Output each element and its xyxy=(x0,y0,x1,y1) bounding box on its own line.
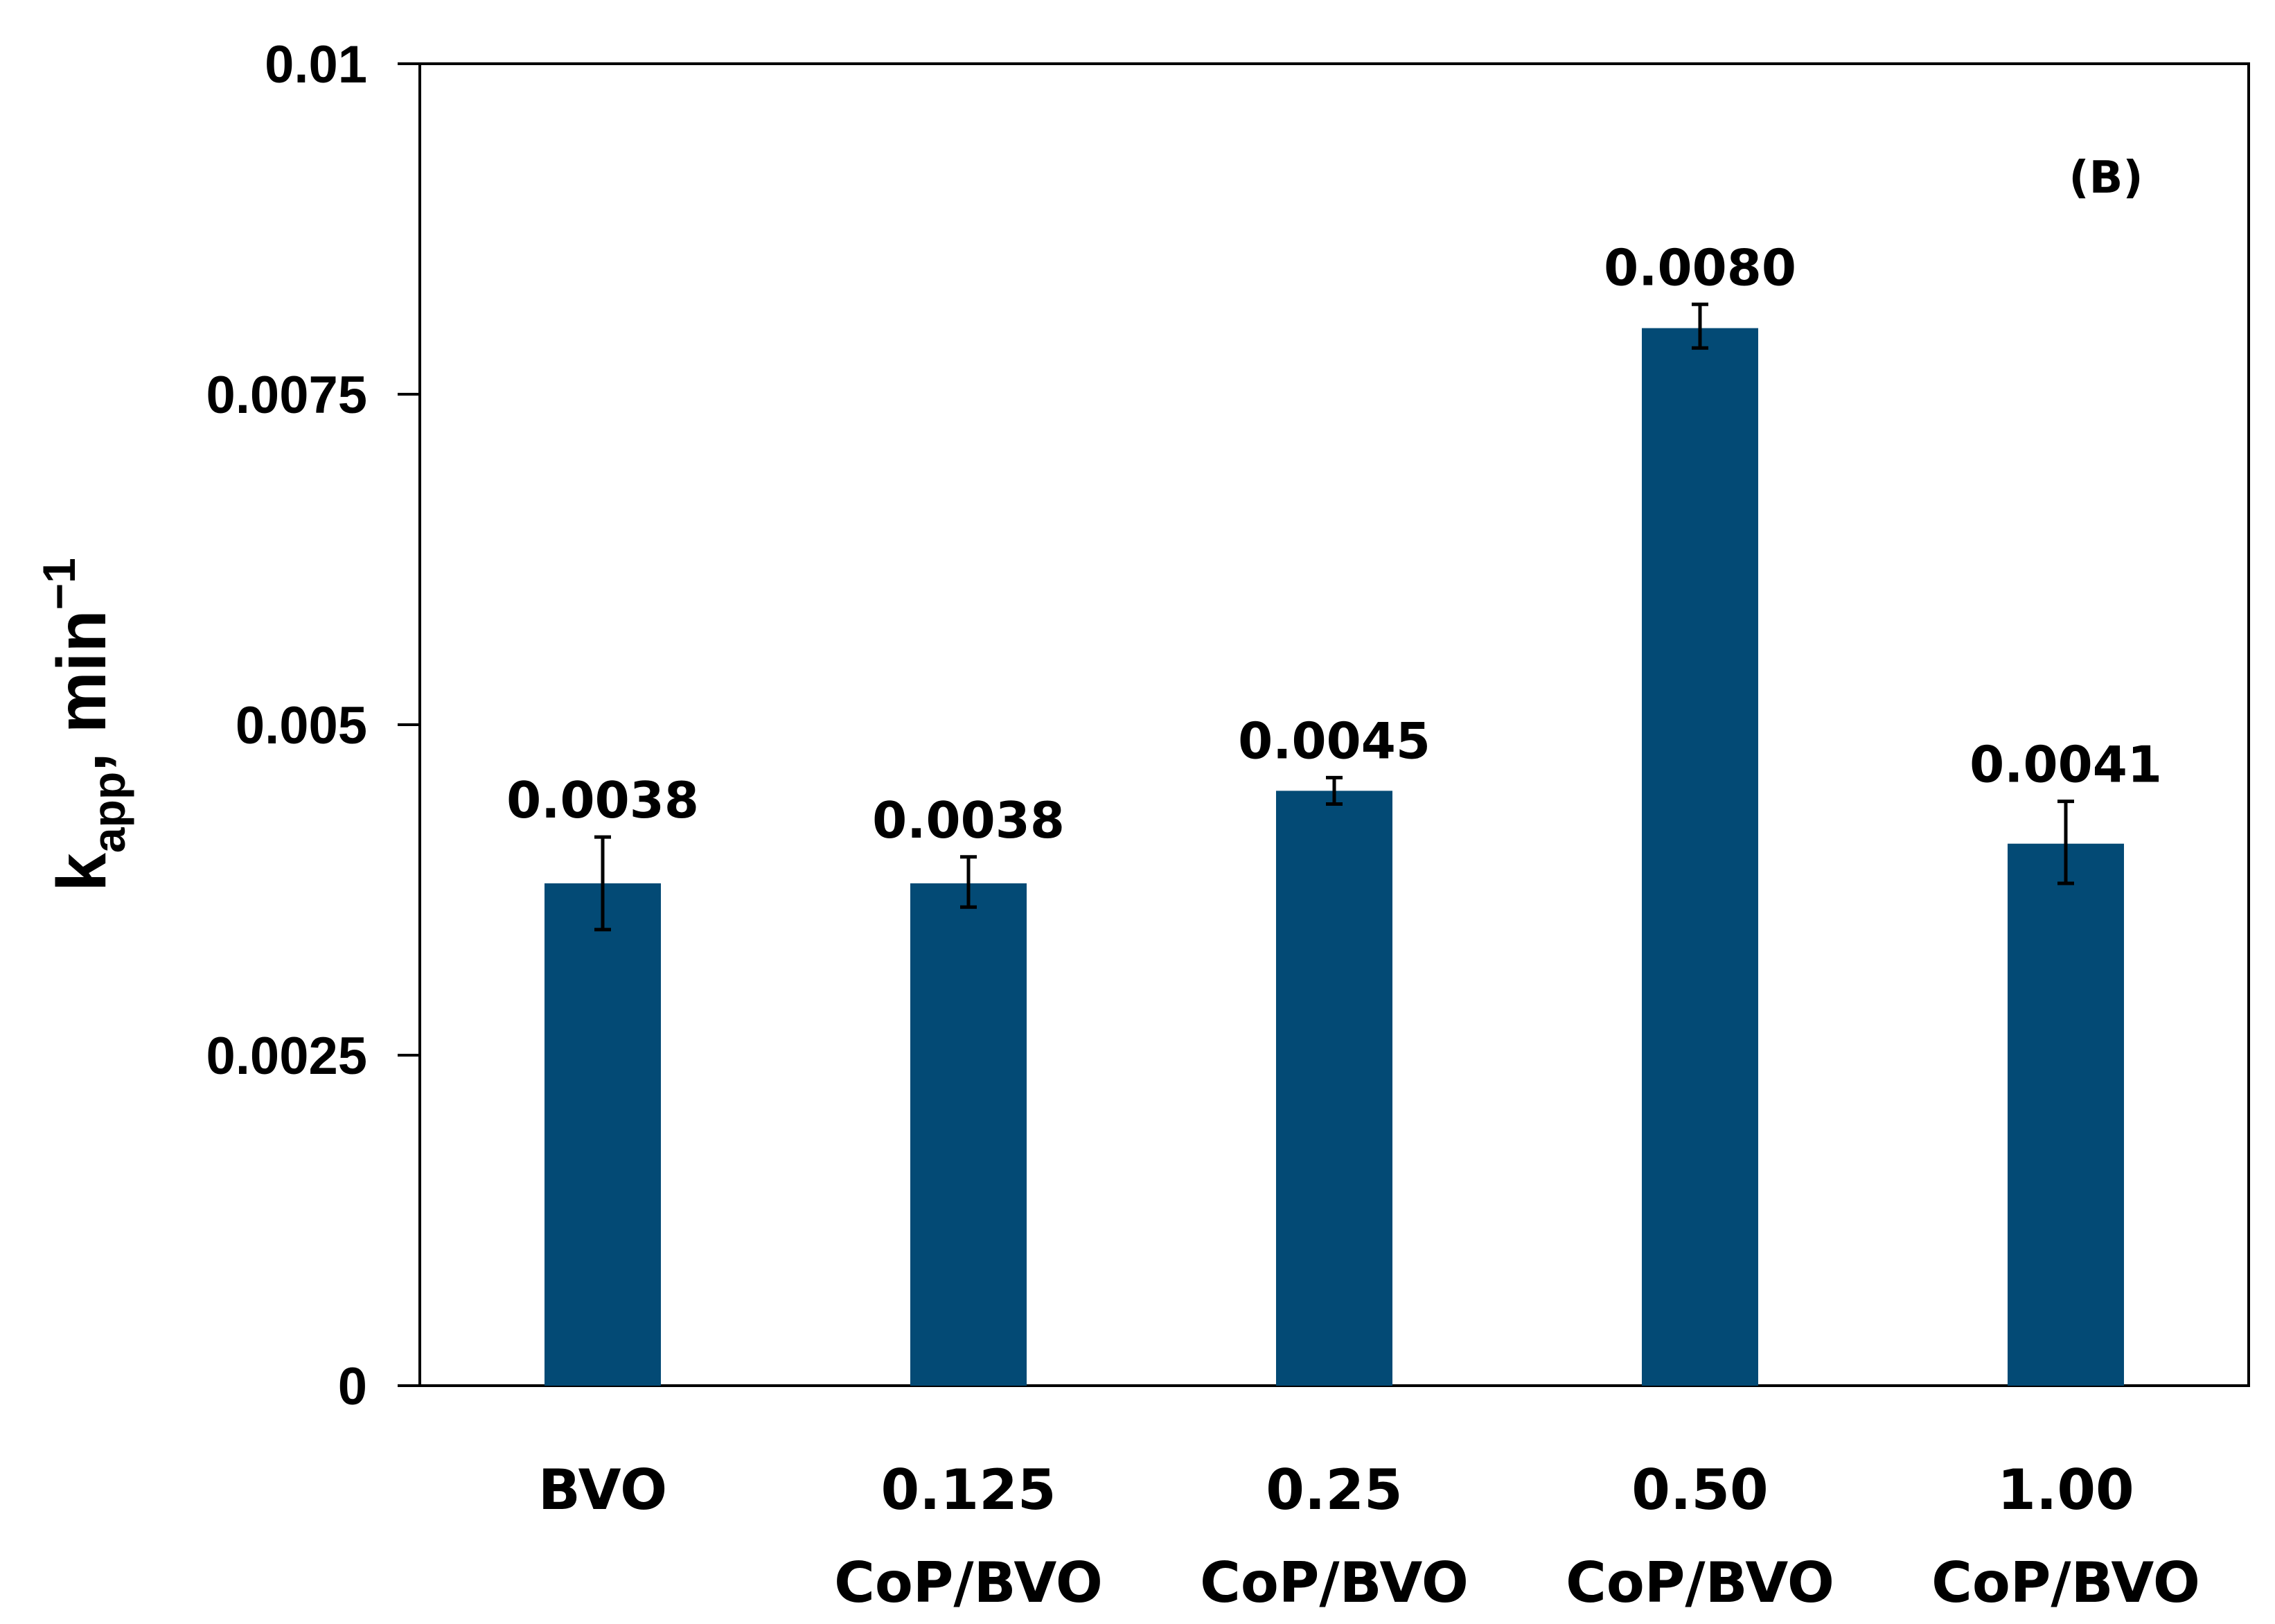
y-tick-label: 0.01 xyxy=(265,35,367,94)
y-tick-label: 0.0075 xyxy=(206,366,367,425)
y-axis-title-superscript: −1 xyxy=(33,558,85,610)
bar xyxy=(2008,843,2124,1386)
y-axis-title-unit: , min xyxy=(43,610,121,771)
y-axis-ticks: 0 0.0025 0.005 0.0075 0.01 xyxy=(206,35,420,1416)
bar xyxy=(1642,328,1758,1386)
panel-label: (B) xyxy=(2069,152,2143,204)
data-label: 0.0080 xyxy=(1604,238,1796,297)
x-category-sublabel: CoP/BVO xyxy=(1566,1551,1834,1615)
data-label: 0.0041 xyxy=(1969,736,2162,794)
x-category-label: 0.25 xyxy=(1266,1458,1402,1522)
x-category-label: 1.00 xyxy=(1997,1458,2134,1522)
bar xyxy=(910,883,1027,1386)
bars xyxy=(545,328,2124,1386)
bar xyxy=(545,883,661,1386)
data-label: 0.0038 xyxy=(506,771,699,829)
x-category-sublabel: CoP/BVO xyxy=(834,1551,1103,1615)
data-label: 0.0045 xyxy=(1238,712,1431,770)
y-axis-title: kapp, min−1 xyxy=(33,558,134,892)
x-axis-labels: BVO 0.125 CoP/BVO 0.25 CoP/BVO 0.50 CoP/BVO 1.0… xyxy=(538,1458,2200,1615)
x-category-label: BVO xyxy=(538,1458,667,1522)
x-category-sublabel: CoP/BVO xyxy=(1200,1551,1469,1615)
y-tick-label: 0 xyxy=(338,1357,367,1416)
y-axis-title-subscript: app xyxy=(83,772,134,853)
y-tick-label: 0.005 xyxy=(236,696,367,755)
data-labels: 0.0038 0.0038 0.0045 0.0080 0.0041 xyxy=(506,238,2162,849)
y-tick-label: 0.0025 xyxy=(206,1027,367,1086)
x-category-label: 0.50 xyxy=(1631,1458,1768,1522)
x-category-sublabel: CoP/BVO xyxy=(1931,1551,2200,1615)
error-bars xyxy=(594,302,2074,932)
bar xyxy=(1276,791,1392,1386)
data-label: 0.0038 xyxy=(872,791,1065,849)
x-category-label: 0.125 xyxy=(880,1458,1056,1522)
y-axis-title-main: k xyxy=(43,853,121,892)
